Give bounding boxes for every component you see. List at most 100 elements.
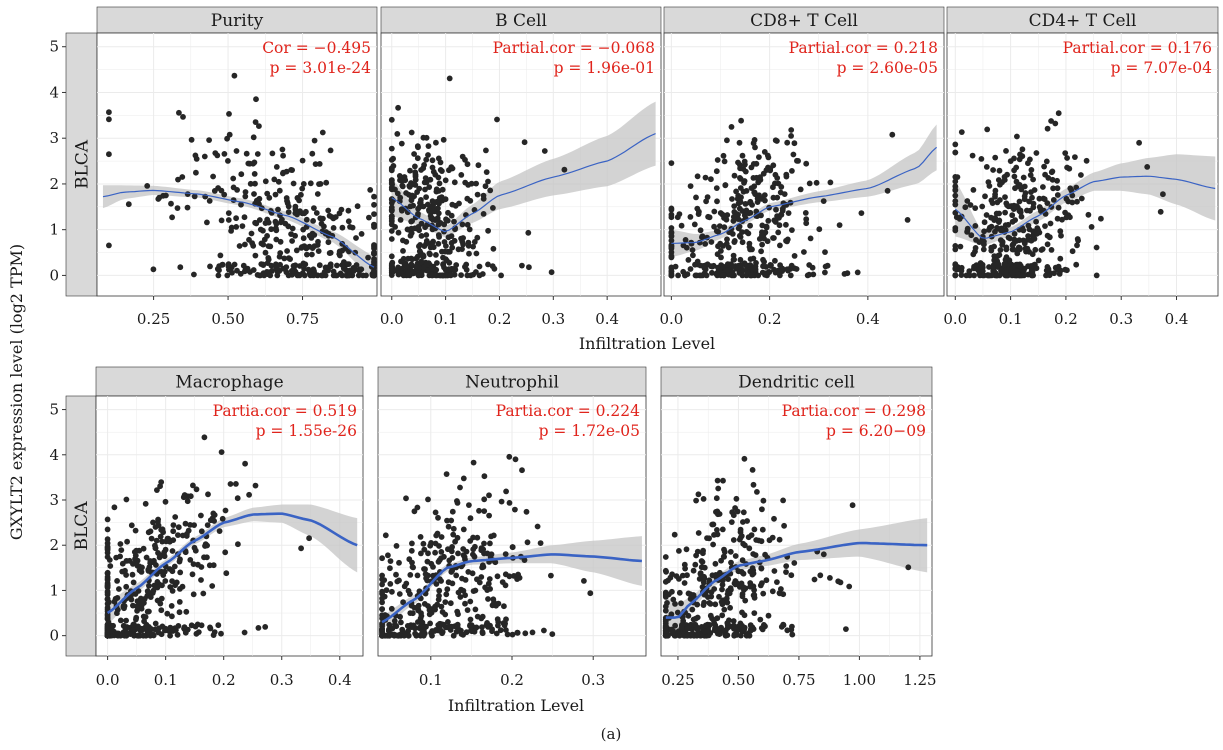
scatter-point bbox=[684, 632, 691, 639]
scatter-point bbox=[972, 205, 979, 212]
scatter-point bbox=[154, 487, 160, 493]
scatter-point bbox=[449, 165, 456, 172]
y-tick-label: 5 bbox=[49, 38, 59, 56]
scatter-point bbox=[265, 256, 272, 263]
scatter-point bbox=[161, 549, 168, 556]
scatter-point bbox=[509, 544, 516, 551]
scatter-point bbox=[668, 160, 675, 167]
scatter-point bbox=[999, 238, 1006, 245]
scatter-point bbox=[733, 627, 739, 633]
scatter-point bbox=[735, 159, 741, 166]
scatter-point bbox=[140, 545, 147, 552]
scatter-point bbox=[296, 197, 302, 204]
scatter-point bbox=[379, 606, 385, 612]
scatter-point bbox=[222, 507, 229, 514]
scatter-point bbox=[422, 566, 428, 573]
scatter-point bbox=[415, 205, 421, 212]
scatter-point bbox=[732, 505, 738, 511]
scatter-point bbox=[498, 498, 505, 505]
scatter-point bbox=[738, 117, 744, 124]
scatter-point bbox=[388, 207, 395, 214]
scatter-point bbox=[460, 526, 467, 533]
scatter-point bbox=[465, 182, 472, 188]
scatter-point bbox=[1054, 192, 1061, 198]
scatter-point bbox=[216, 528, 223, 534]
scatter-point bbox=[407, 167, 413, 174]
scatter-point bbox=[136, 563, 143, 570]
scatter-point bbox=[506, 500, 513, 506]
scatter-point bbox=[471, 553, 478, 560]
scatter-point bbox=[179, 174, 186, 180]
scatter-point bbox=[138, 627, 145, 634]
scatter-point bbox=[414, 504, 421, 511]
scatter-point bbox=[474, 576, 480, 583]
scatter-point bbox=[662, 578, 669, 585]
scatter-point bbox=[1022, 190, 1029, 196]
scatter-point bbox=[388, 266, 395, 272]
scatter-point bbox=[463, 261, 470, 268]
scatter-point bbox=[676, 548, 682, 554]
scatter-point bbox=[425, 496, 431, 503]
scatter-point bbox=[772, 218, 779, 225]
scatter-point bbox=[414, 189, 420, 196]
scatter-point bbox=[104, 577, 111, 583]
scatter-point bbox=[317, 215, 324, 222]
scatter-point bbox=[190, 482, 196, 489]
scatter-point bbox=[992, 154, 999, 161]
scatter-point bbox=[504, 631, 511, 638]
scatter-point bbox=[428, 265, 435, 272]
scatter-point bbox=[668, 225, 675, 231]
scatter-point bbox=[730, 618, 737, 624]
y-tick-label: 5 bbox=[49, 401, 59, 419]
scatter-point bbox=[811, 576, 818, 583]
scatter-point bbox=[393, 543, 400, 549]
scatter-point bbox=[135, 588, 142, 594]
scatter-point bbox=[472, 587, 479, 594]
scatter-point bbox=[740, 540, 747, 547]
panel-purity: Purity 0.25 0.50 0.75 Cor = −0.495 p = 3.01e-… bbox=[96, 6, 378, 328]
scatter-point bbox=[423, 194, 429, 201]
scatter-point bbox=[130, 579, 137, 586]
scatter-point bbox=[485, 261, 491, 268]
scatter-point bbox=[327, 263, 333, 269]
scatter-point bbox=[339, 272, 345, 279]
scatter-point bbox=[464, 607, 471, 613]
scatter-point bbox=[182, 520, 189, 527]
scatter-point bbox=[436, 625, 443, 631]
scatter-point bbox=[766, 269, 773, 276]
scatter-point bbox=[988, 247, 995, 254]
scatter-point bbox=[188, 136, 195, 143]
scatter-point bbox=[707, 601, 714, 607]
scatter-point bbox=[381, 577, 388, 583]
scatter-point bbox=[687, 183, 694, 190]
scatter-point bbox=[470, 534, 476, 541]
scatter-point bbox=[971, 265, 977, 272]
scatter-point bbox=[713, 185, 720, 192]
scatter-point bbox=[207, 624, 213, 631]
scatter-point bbox=[1049, 168, 1056, 175]
scatter-point bbox=[397, 269, 404, 276]
scatter-point bbox=[806, 180, 813, 187]
scatter-point bbox=[171, 563, 178, 570]
scatter-point bbox=[173, 579, 180, 586]
scatter-point bbox=[389, 588, 395, 595]
scatter-point bbox=[801, 249, 807, 255]
scatter-point bbox=[780, 497, 786, 504]
scatter-point bbox=[223, 570, 230, 577]
scatter-point bbox=[458, 172, 465, 178]
scatter-point bbox=[716, 511, 723, 517]
scatter-point bbox=[742, 597, 749, 604]
scatter-point bbox=[702, 622, 709, 629]
scatter-point bbox=[1039, 246, 1046, 253]
scatter-point bbox=[1025, 236, 1032, 243]
scatter-point bbox=[711, 223, 717, 230]
scatter-point bbox=[707, 612, 714, 619]
scatter-point bbox=[316, 161, 323, 167]
scatter-point bbox=[676, 632, 683, 639]
scatter-point bbox=[1019, 153, 1026, 160]
scatter-point bbox=[187, 493, 194, 500]
scatter-point bbox=[432, 171, 439, 178]
scatter-point bbox=[995, 177, 1002, 183]
scatter-point bbox=[803, 160, 810, 167]
scatter-point bbox=[407, 572, 414, 578]
